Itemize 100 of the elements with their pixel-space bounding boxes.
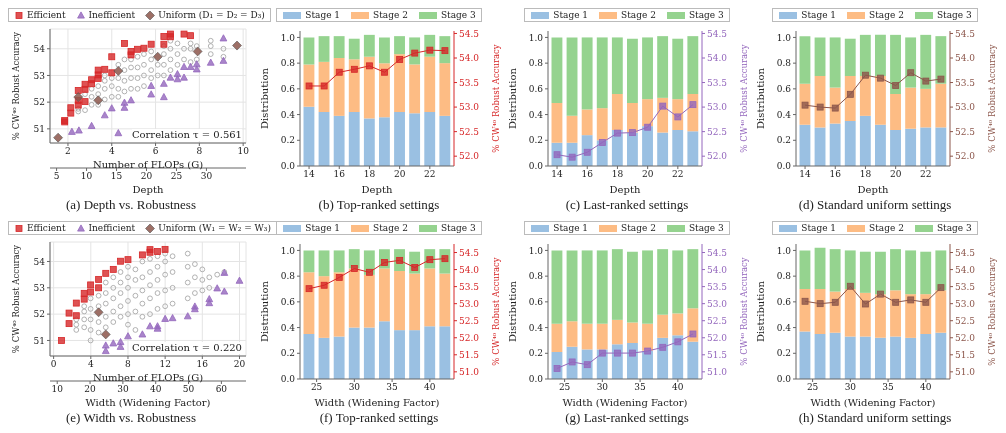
x-tick-label: 10 — [237, 146, 250, 157]
legend-label: Stage 2 — [620, 223, 656, 233]
text: (c) Last-ranked settings — [564, 197, 690, 213]
y2-tick-label: 52.5 — [707, 315, 728, 326]
x-tick-label: 40 — [672, 382, 684, 393]
y2-tick-label: 51.0 — [459, 367, 480, 378]
y-axis-title: Distribution — [754, 67, 766, 129]
x-tick-label: 16 — [581, 169, 594, 180]
y-tick-label: 51 — [33, 124, 45, 135]
y-tick-label: 0.8 — [528, 271, 544, 282]
x-tick-label: 20 — [233, 359, 246, 370]
x-axis-title: Depth — [857, 184, 889, 195]
legend-label: Stage 2 — [868, 10, 904, 20]
y-tick-label: 53 — [33, 70, 46, 81]
x-tick-label: 30 — [348, 382, 361, 393]
x-tick-label: 18 — [611, 169, 624, 180]
x-tick-label: 25 — [310, 382, 323, 393]
x-tick-label: 20 — [641, 169, 654, 180]
y-tick-label: 0.0 — [280, 161, 296, 172]
y2-tick-label: 54.5 — [955, 247, 976, 258]
y-tick-label: 0.8 — [528, 58, 544, 69]
y2-axis-title: % CW⁴⁰ Robust Accuracy — [987, 44, 998, 153]
y-tick-label: 1.0 — [280, 245, 296, 256]
x-tick-label: 20 — [889, 169, 902, 180]
y2-axis-title: % CW⁴⁰ Robust Accuracy — [987, 257, 998, 366]
y2-axis-title: % CW⁴⁰ Robust Accuracy — [739, 44, 750, 153]
y-tick-label: 54 — [33, 256, 46, 267]
y-tick-label: 0.4 — [528, 109, 544, 120]
x-tick-label: 22 — [672, 169, 684, 180]
x-tick-label: 8 — [125, 359, 132, 370]
y2-tick-label: 53.0 — [955, 102, 976, 113]
y2-tick-label: 51.5 — [707, 349, 728, 360]
text: (d) Standard uniform settings — [797, 197, 953, 213]
y-tick-label: 54 — [33, 43, 46, 54]
y-axis-title: Distribution — [754, 280, 766, 342]
annotation: Correlation τ = 0.220 — [131, 342, 242, 354]
y-tick-label: 0.4 — [280, 109, 296, 120]
y-axis-title: Distribution — [258, 280, 270, 342]
y2-tick-label: 52.0 — [707, 332, 728, 343]
y-axis-title: Distribution — [506, 280, 518, 342]
y-tick-label: 1.0 — [528, 32, 544, 43]
y2-tick-label: 52.5 — [955, 126, 976, 137]
y2-tick-label: 51.5 — [459, 349, 480, 360]
y2-tick-label: 53.0 — [707, 298, 728, 309]
x-tick-label: 25 — [806, 382, 819, 393]
x-tick-label: 22 — [920, 169, 932, 180]
x-tick-label: 14 — [551, 169, 564, 180]
y-tick-label: 0.6 — [528, 84, 544, 95]
y-tick-label: 52 — [33, 97, 45, 108]
y-tick-label: 0.6 — [280, 297, 296, 308]
x-axis-title: Number of FLOPs (G) — [92, 372, 204, 383]
text: (e) Width vs. Robustness — [65, 410, 197, 426]
y2-tick-label: 52.0 — [707, 151, 728, 162]
legend-label: Stage 3 — [935, 10, 972, 20]
x-tick-label: 18 — [859, 169, 872, 180]
text: (f) Top-ranked settings — [318, 410, 440, 426]
y2-tick-label: 54.5 — [459, 28, 480, 39]
y-tick-label: 1.0 — [776, 245, 792, 256]
y2-axis-title: % CW⁴⁰ Robust Accuracy — [739, 257, 750, 366]
y-tick-label: 0.2 — [776, 135, 791, 146]
x-tick-label: 22 — [424, 169, 436, 180]
y2-tick-label: 52.5 — [955, 315, 976, 326]
y2-tick-label: 54.0 — [707, 264, 728, 275]
y2-tick-label: 52.5 — [707, 126, 728, 137]
y-axis-title: Distribution — [258, 67, 270, 129]
y2-tick-label: 52.5 — [459, 315, 480, 326]
x-tick-label: 16 — [829, 169, 842, 180]
x-axis-title: Width (Widening Factor) — [562, 397, 688, 408]
y-tick-label: 0.2 — [280, 348, 295, 359]
x-tick-label: 6 — [152, 146, 159, 157]
y2-tick-label: 51.0 — [707, 367, 728, 378]
text: (h) Standard uniform settings — [797, 410, 953, 426]
x-tick-label: 40 — [920, 382, 932, 393]
y-tick-label: 0.8 — [776, 58, 792, 69]
y-tick-label: 0.8 — [280, 58, 296, 69]
legend-label: Stage 3 — [687, 10, 724, 20]
y-tick-label: 0.4 — [776, 109, 792, 120]
y-axis-title: % CW⁴⁰ Robust Accuracy — [11, 244, 22, 354]
legend-label: Stage 2 — [620, 10, 656, 20]
legend-label: Stage 1 — [800, 10, 837, 20]
x-tick-label: 4 — [108, 146, 115, 157]
y2-tick-label: 54.5 — [955, 28, 976, 39]
x-axis-title: Depth — [609, 184, 641, 195]
y2-tick-label: 53.5 — [459, 77, 480, 88]
y-axis-title: Distribution — [506, 67, 518, 129]
y-tick-label: 53 — [33, 283, 46, 294]
y2-tick-label: 52.0 — [459, 151, 480, 162]
legend-label: Stage 1 — [552, 223, 589, 233]
y2-tick-label: 53.0 — [459, 102, 480, 113]
y-tick-label: 0.6 — [776, 84, 792, 95]
y2-tick-label: 53.5 — [955, 281, 976, 292]
y2-tick-label: 54.0 — [459, 53, 480, 64]
x-tick-label: 18 — [363, 169, 376, 180]
y-tick-label: 0.2 — [528, 348, 543, 359]
y-tick-label: 0.0 — [528, 161, 544, 172]
legend-label: Stage 2 — [372, 10, 408, 20]
y2-tick-label: 53.0 — [459, 298, 480, 309]
x-tick-label: 40 — [424, 382, 436, 393]
y2-axis-title: % CW⁴⁰ Robust Accuracy — [491, 44, 502, 153]
x2-axis-title: Depth — [132, 184, 164, 195]
